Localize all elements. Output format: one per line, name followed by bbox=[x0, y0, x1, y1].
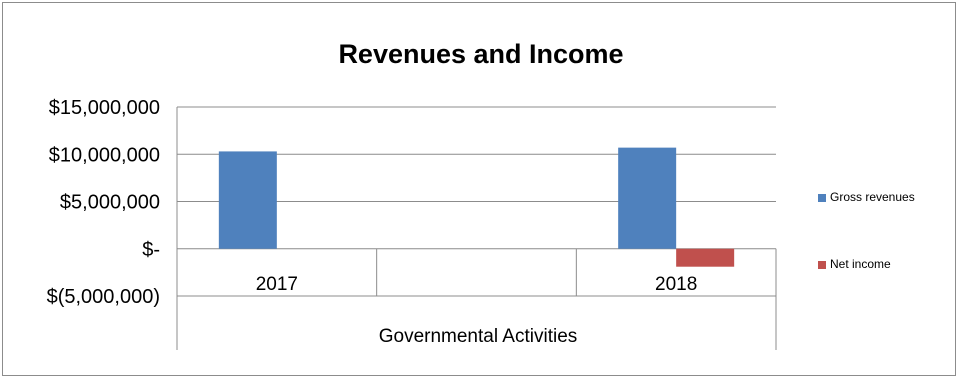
bar bbox=[676, 248, 735, 267]
x-tick-label: 2018 bbox=[655, 274, 697, 295]
legend: Gross revenues Net income bbox=[818, 190, 915, 271]
legend-label: Net income bbox=[830, 257, 891, 271]
bar bbox=[218, 151, 277, 249]
chart-frame bbox=[2, 2, 956, 376]
chart-title: Revenues and Income bbox=[338, 39, 623, 69]
x-group-label: Governmental Activities bbox=[379, 326, 578, 347]
x-tick-label: 2017 bbox=[256, 274, 298, 295]
y-tick-label: $10,000,000 bbox=[49, 144, 160, 166]
legend-swatch bbox=[818, 261, 826, 269]
bar bbox=[618, 147, 677, 249]
legend-label: Gross revenues bbox=[830, 190, 915, 204]
y-tick-label: $5,000,000 bbox=[60, 192, 160, 214]
label-layer: $15,000,000 $10,000,000 $5,000,000 $- $(5,00… bbox=[47, 97, 698, 308]
axis-layer bbox=[176, 107, 777, 350]
bar-layer bbox=[218, 147, 735, 267]
legend-swatch bbox=[818, 194, 826, 202]
y-tick-label: $- bbox=[142, 239, 160, 261]
y-tick-label: $15,000,000 bbox=[49, 97, 160, 119]
y-tick-label: $(5,000,000) bbox=[47, 286, 160, 308]
